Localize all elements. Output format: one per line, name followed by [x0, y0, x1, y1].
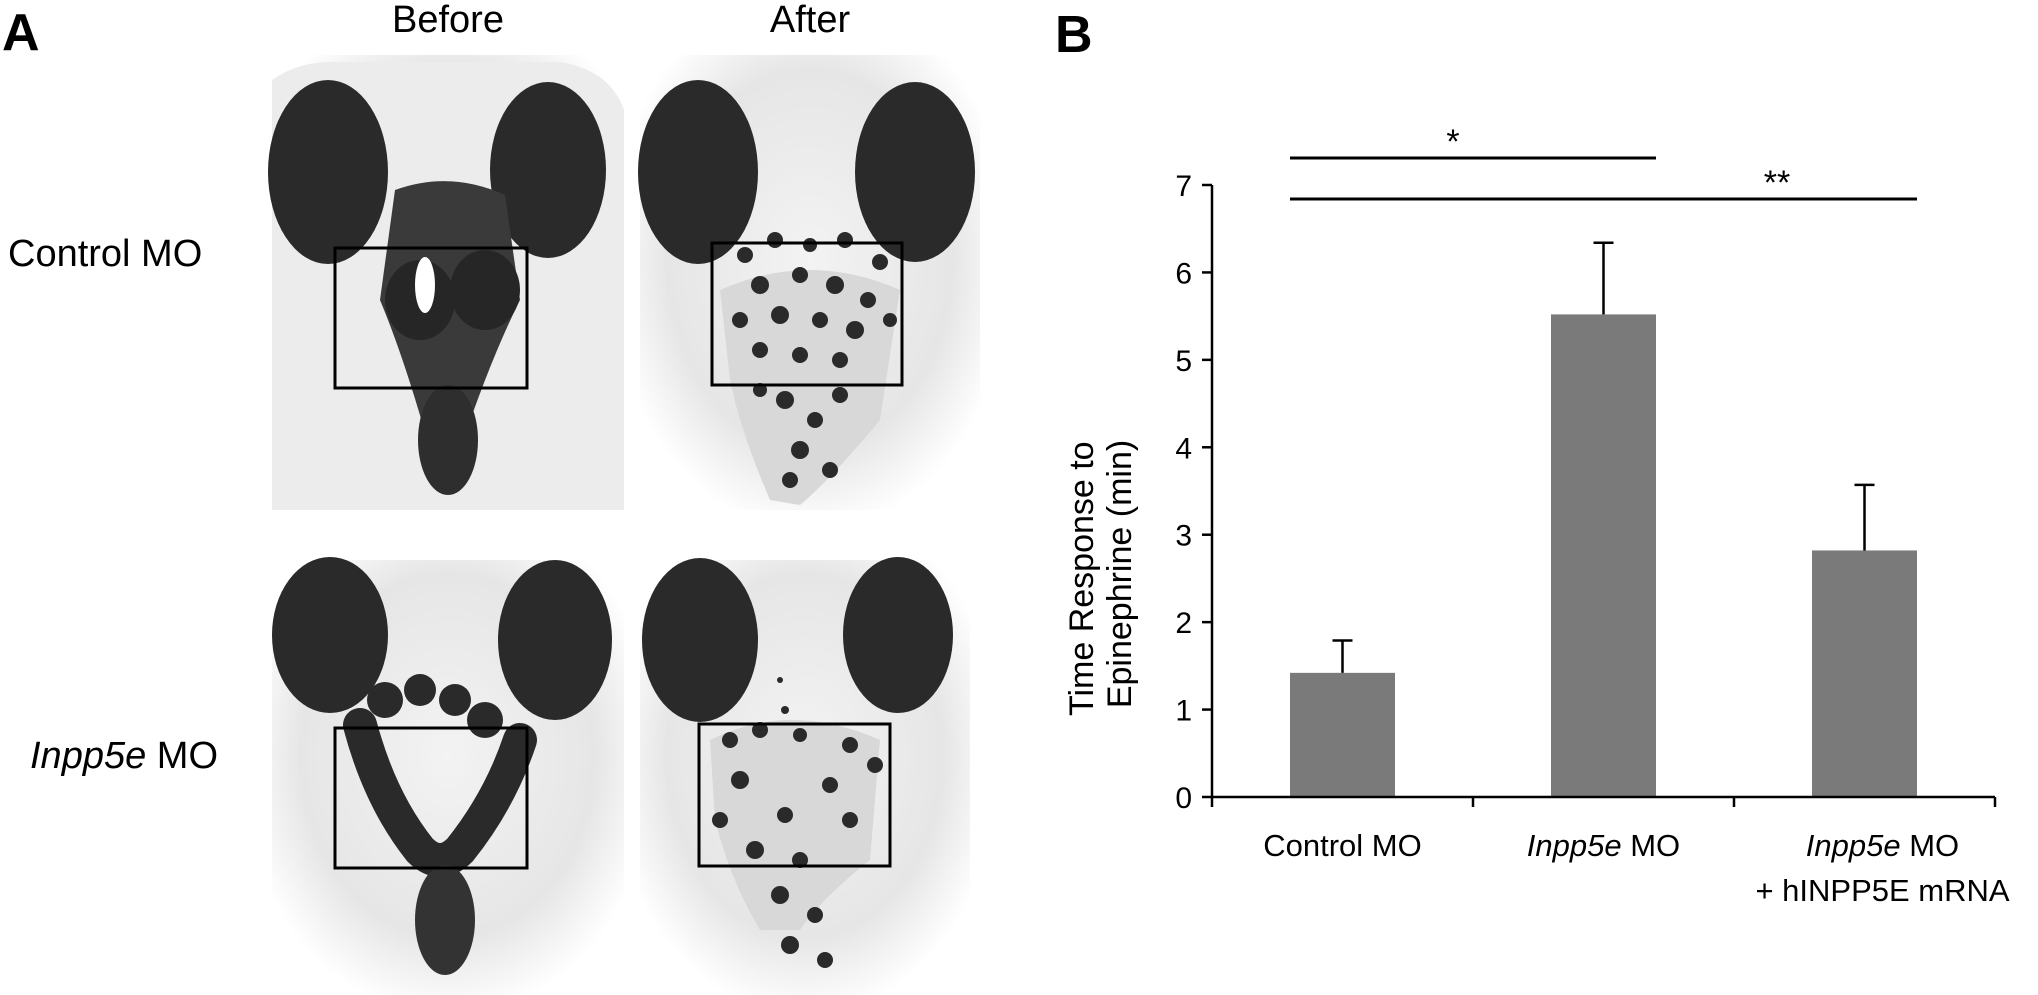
y-tick-label: 5	[1175, 345, 1192, 378]
y-tick-label: 1	[1175, 695, 1192, 728]
panel-b-letter: B	[1055, 6, 1093, 64]
micrograph-inpp5e-before	[272, 557, 624, 995]
y-tick-label: 6	[1175, 257, 1192, 290]
row-label-control: Control MO	[8, 233, 202, 275]
y-tick-label: 0	[1175, 782, 1192, 815]
y-axis-ticks: 0 1 2 3 4 5 6 7	[1175, 170, 1997, 815]
y-tick-label: 3	[1175, 520, 1192, 553]
significance-label: **	[1764, 164, 1790, 202]
bar	[1290, 672, 1395, 797]
row-label-inpp5e: Inpp5e MO	[30, 735, 218, 777]
micrograph-control-before	[268, 55, 624, 511]
bar	[1812, 550, 1917, 797]
x-category-label: Inpp5e MO	[1527, 828, 1680, 863]
micrograph-inpp5e-after	[640, 557, 970, 995]
x-category-label-line2: + hINPP5E mRNA	[1755, 873, 2009, 908]
x-category-label: Inpp5e MO	[1806, 828, 1959, 863]
significance-label: *	[1446, 123, 1459, 161]
column-label-before: Before	[392, 0, 504, 41]
significance-brackets: ***	[1290, 123, 1917, 202]
x-axis-categories: Control MO Inpp5e MO Inpp5e MO + hINPP5E mR…	[1263, 828, 2010, 908]
column-label-after: After	[770, 0, 851, 41]
bars	[1290, 314, 1917, 797]
bar	[1551, 314, 1656, 797]
error-bars	[1332, 241, 1875, 673]
x-category-label: Control MO	[1263, 828, 1421, 863]
y-axis-title: Time Response to Epinephrine (min)	[1063, 432, 1139, 716]
bar-chart: 0 1 2 3 4 5 6 7 Control MO Inpp5e MO Inpp5e MO + h…	[1063, 123, 2010, 908]
y-tick-label: 2	[1175, 607, 1192, 640]
y-tick-label: 4	[1175, 432, 1192, 465]
panel-a-letter: A	[2, 4, 40, 62]
y-tick-label: 7	[1175, 170, 1192, 203]
micrograph-control-after	[638, 55, 980, 510]
